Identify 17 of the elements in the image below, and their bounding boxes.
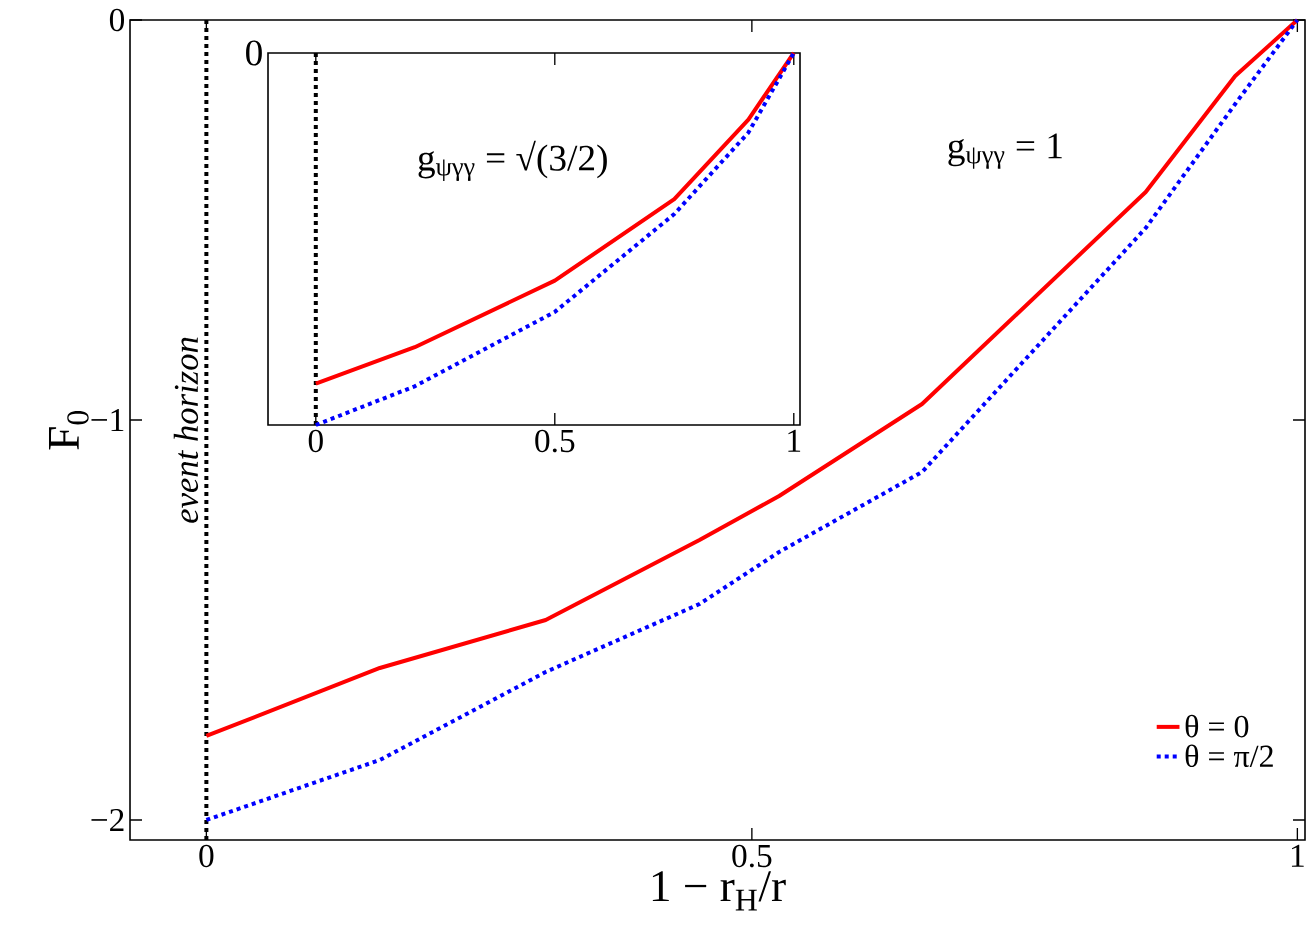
annotation: g$_{ψγγ}$ = 1 [948,133,1062,169]
y-tick-label: −2 [91,808,124,832]
ref-line-label: event horizon [173,337,199,523]
x-axis-title: 1 − r$_{H}$/r [652,871,786,911]
y-tick-label: 0 [109,8,125,32]
x-tick-label: 0 [308,429,323,453]
annotation: g$_{ψγγ}$ = √(3/2) [418,140,607,181]
x-tick-label: 0.5 [535,429,575,453]
x-tick-label: 1 [1291,844,1304,867]
legend-label: θ = π/2 [1185,744,1273,768]
y-axis-title: F$_{0}$ [48,410,89,450]
x-tick-label: 1 [788,429,801,452]
legend-label: θ = 0 [1185,714,1249,738]
x-tick-label: 0 [199,844,214,868]
annotation: 0 [246,40,262,66]
y-tick-label: −1 [91,408,124,431]
x-tick-label: 0.5 [732,844,772,868]
